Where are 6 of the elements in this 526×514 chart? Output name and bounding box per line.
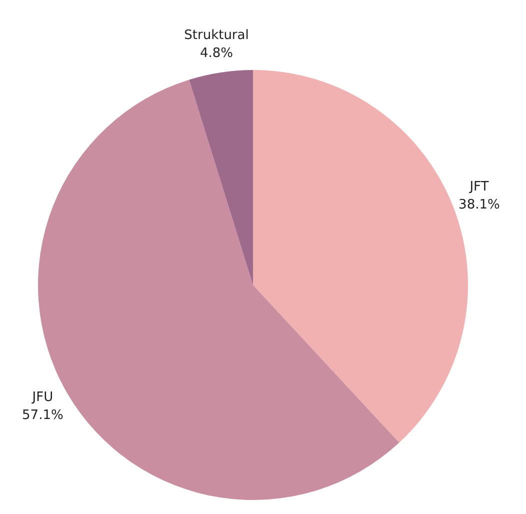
slice-label: JFU [31, 390, 54, 406]
slice-label: Struktural [184, 28, 249, 44]
slice-label: JFT [468, 180, 489, 195]
data-label: 57.1% [22, 408, 64, 424]
data-label: 4.8% [200, 46, 234, 62]
data-label: 38.1% [458, 198, 500, 213]
